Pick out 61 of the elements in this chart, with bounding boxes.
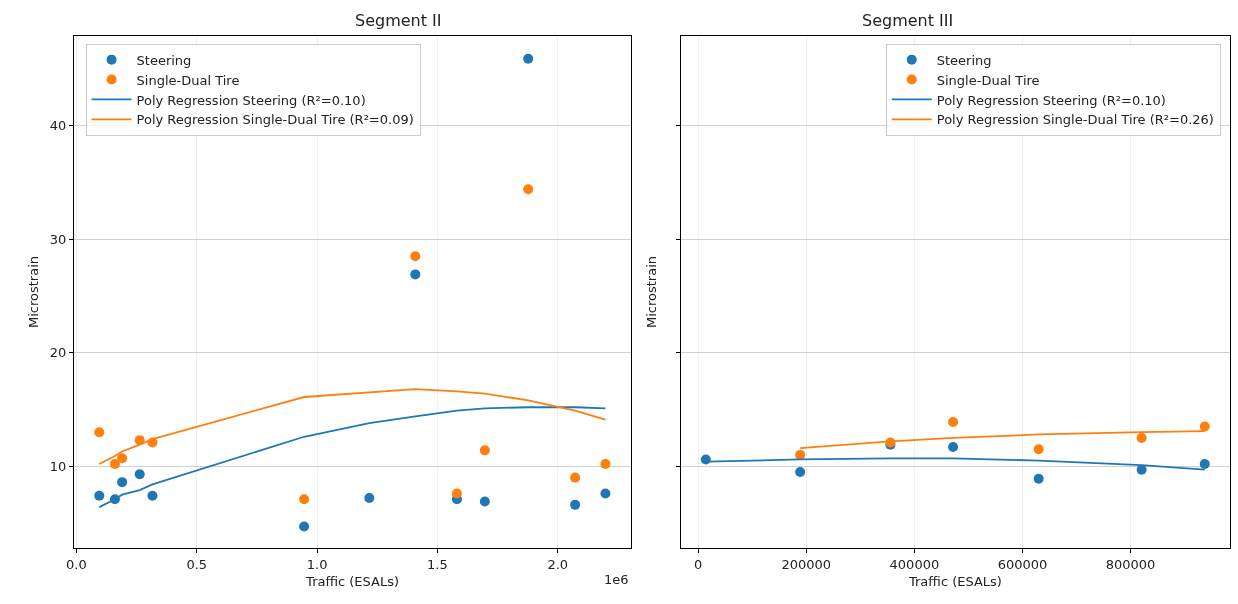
point <box>410 251 421 262</box>
x-tick-label: 800000 <box>1105 556 1156 572</box>
line-series <box>98 406 607 509</box>
y-tick-label: 10 <box>49 458 67 474</box>
y-axis-title: Microstrain <box>643 255 659 329</box>
point <box>1199 421 1210 432</box>
point <box>410 269 421 280</box>
point <box>570 472 581 483</box>
y-tick-label: 40 <box>49 118 67 134</box>
x-axis-title: Traffic (ESALs) <box>305 574 400 590</box>
point <box>147 490 158 501</box>
legend-label: Single-Dual Tire <box>936 72 1040 88</box>
point <box>600 458 611 469</box>
chart-title: Segment II <box>355 11 442 30</box>
point <box>570 499 581 510</box>
legend-label: Steering <box>136 52 192 68</box>
y-tick-label: 20 <box>49 345 67 361</box>
point <box>1033 444 1044 455</box>
x-tick-label: 400000 <box>889 556 940 572</box>
point <box>948 441 959 452</box>
legend-label: Poly Regression Steering (R²=0.10) <box>136 92 366 108</box>
x-tick-label: 1.5 <box>427 556 448 572</box>
point <box>523 184 534 195</box>
point <box>117 453 128 464</box>
x-tick-label: 2.0 <box>547 556 569 572</box>
legend-label: Poly Regression Single-Dual Tire (R²=0.26) <box>936 112 1214 128</box>
point <box>299 494 310 505</box>
point <box>795 449 806 460</box>
point <box>795 466 806 477</box>
y-axis-title: Microstrain <box>25 255 41 329</box>
text: 1e6 <box>604 572 629 587</box>
point <box>451 488 462 499</box>
x-tick-label: 600000 <box>997 556 1048 572</box>
x-tick-label: 1.0 <box>306 556 328 572</box>
point <box>109 458 120 469</box>
point <box>1136 432 1147 443</box>
legend-label: Steering <box>936 52 992 68</box>
point <box>948 416 959 427</box>
point <box>117 477 128 488</box>
point <box>479 496 490 507</box>
x-tick-label: 0 <box>694 556 703 572</box>
x-tick-label: 200000 <box>781 556 832 572</box>
point <box>134 469 145 480</box>
point <box>523 53 534 64</box>
point <box>1199 458 1210 469</box>
legend-label: Poly Regression Steering (R²=0.10) <box>936 92 1166 108</box>
point <box>94 427 105 438</box>
point <box>479 445 490 456</box>
x-tick-label: 0.5 <box>186 556 208 572</box>
legend-label: Single-Dual Tire <box>136 72 240 88</box>
x-axis-title: Traffic (ESALs) <box>907 574 1002 590</box>
point <box>600 488 611 499</box>
y-tick-label: 30 <box>49 231 67 247</box>
legend-label: Poly Regression Single-Dual Tire (R²=0.09) <box>136 112 414 128</box>
point <box>299 521 310 532</box>
point <box>94 490 105 501</box>
x-tick-label: 0.0 <box>66 556 87 572</box>
line-series <box>98 388 607 465</box>
point <box>1033 473 1044 484</box>
point <box>364 493 375 504</box>
chart-title: Segment III <box>862 11 954 30</box>
